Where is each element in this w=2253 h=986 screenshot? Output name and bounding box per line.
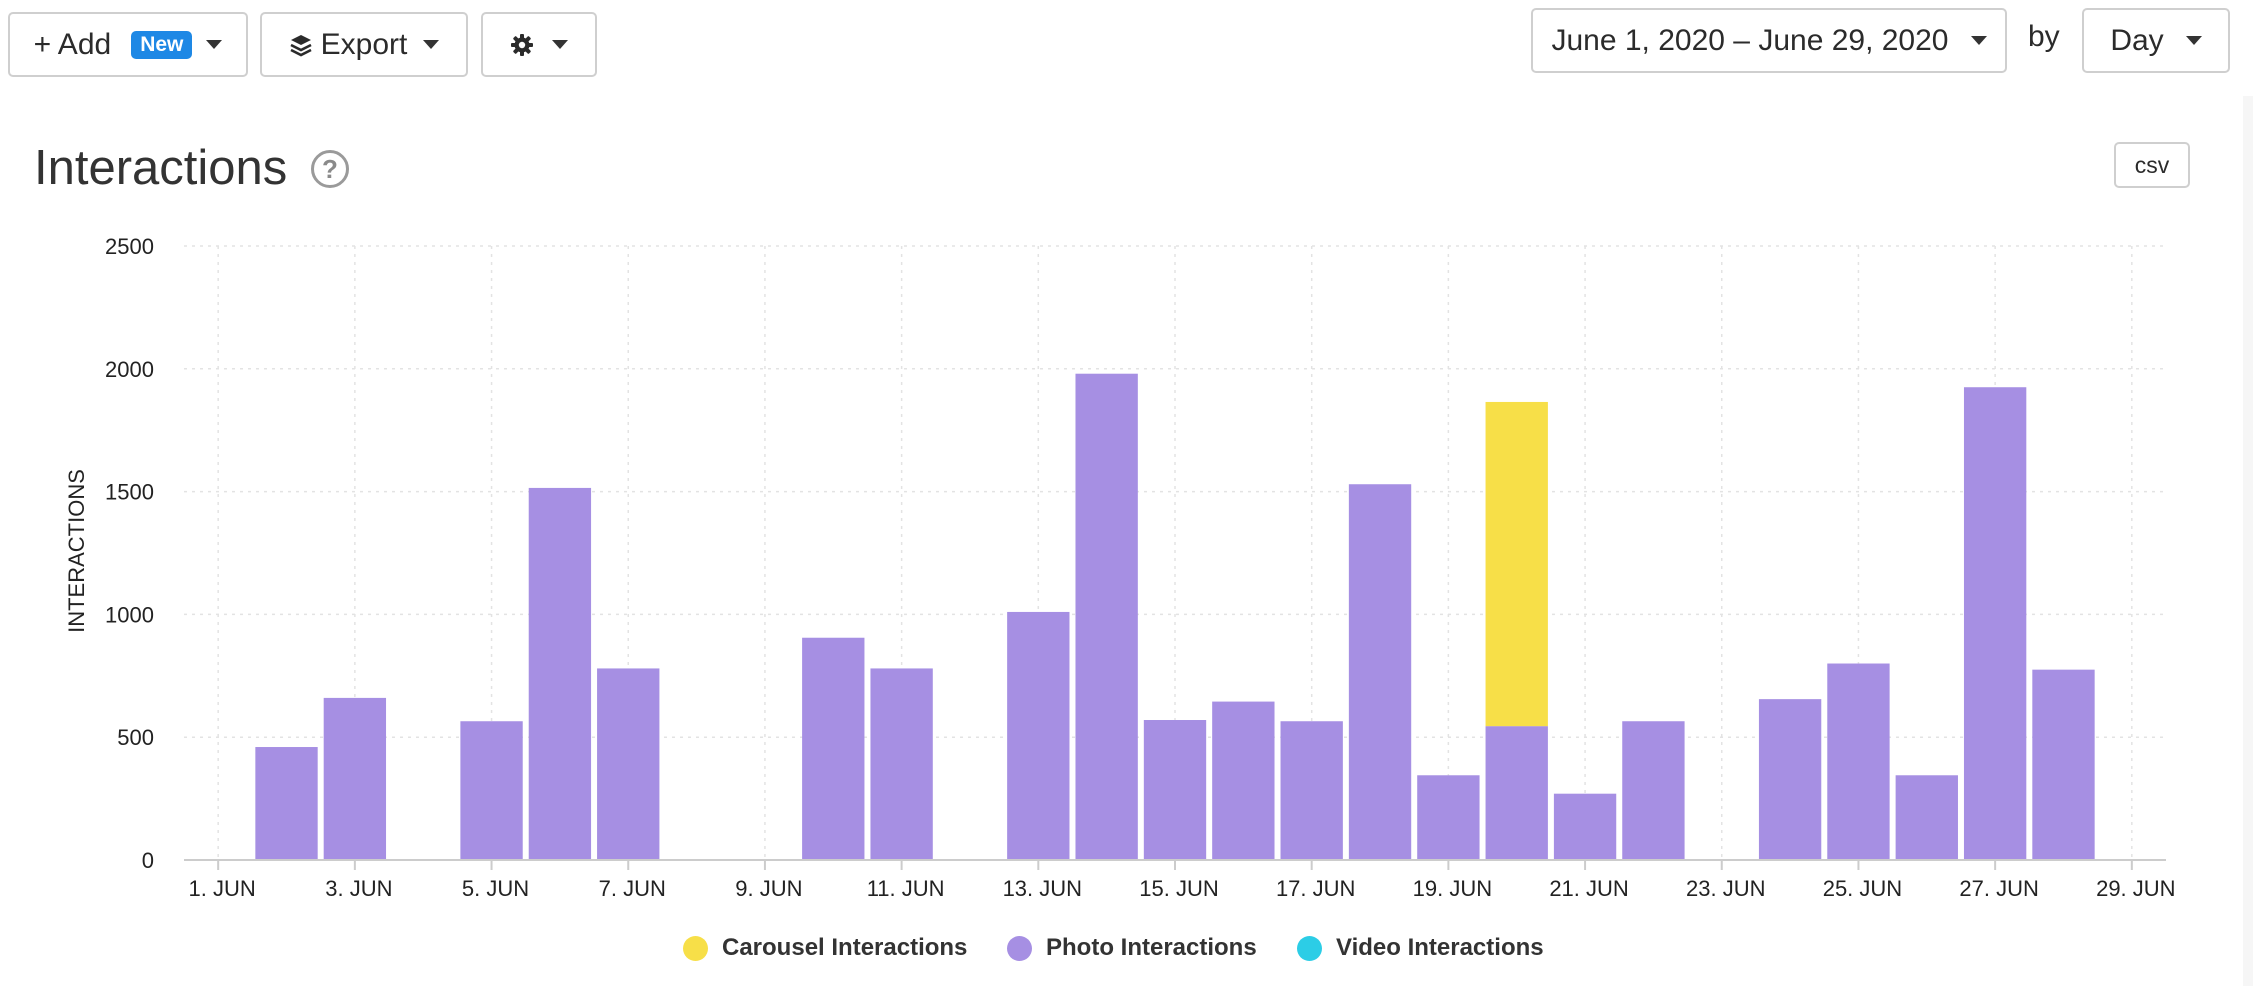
layers-icon — [290, 34, 312, 56]
scrollbar[interactable] — [2243, 96, 2253, 986]
chevron-down-icon — [1970, 36, 1987, 45]
bar-photo-2020-06-11 — [870, 668, 933, 860]
bar-photo-2020-06-20 — [1485, 726, 1548, 860]
bar-photo-2020-06-19 — [1417, 775, 1480, 860]
y-tick-label: 1000 — [105, 602, 154, 627]
x-tick-label: 7. JUN — [599, 876, 666, 901]
bar-photo-2020-06-03 — [323, 697, 387, 860]
bar-photo-2020-06-13 — [1007, 611, 1070, 860]
photo-legend-dot — [1007, 935, 1032, 961]
x-tick-label: 13. JUN — [1003, 876, 1082, 901]
x-tick-label: 17. JUN — [1276, 876, 1355, 901]
x-tick-label: 23. JUN — [1686, 876, 1765, 901]
bar-photo-2020-06-16 — [1212, 701, 1275, 860]
bar-photo-2020-06-07 — [597, 668, 660, 860]
x-tick-label: 19. JUN — [1413, 876, 1492, 901]
bar-carousel-2020-06-20 — [1485, 401, 1548, 727]
y-tick-label: 1500 — [105, 480, 154, 505]
video-legend-dot — [1297, 935, 1322, 961]
bar-photo-2020-06-06 — [528, 487, 592, 860]
legend-item-photo[interactable]: Photo Interactions — [1007, 934, 1257, 962]
granularity-label: Day — [2110, 23, 2164, 57]
y-tick-label: 500 — [117, 725, 154, 750]
bar-photo-2020-06-26 — [1895, 775, 1958, 860]
add-button-label: + Add — [33, 27, 112, 61]
legend-item-video[interactable]: Video Interactions — [1297, 934, 1544, 962]
carousel-legend-dot — [683, 935, 708, 961]
x-tick-label: 29. JUN — [2096, 876, 2175, 901]
help-icon[interactable]: ? — [311, 150, 349, 188]
legend-label-photo: Photo Interactions — [1046, 934, 1257, 961]
x-tick-label: 27. JUN — [1959, 876, 2038, 901]
bar-photo-2020-06-25 — [1827, 663, 1890, 860]
legend-label-video: Video Interactions — [1336, 934, 1544, 961]
new-badge: New — [131, 30, 193, 59]
date-range-picker[interactable]: June 1, 2020 – June 29, 2020 — [1531, 8, 2007, 73]
bar-photo-2020-06-17 — [1280, 721, 1343, 860]
bar-photo-2020-06-21 — [1553, 793, 1617, 860]
gear-icon — [511, 33, 533, 56]
csv-button[interactable]: csv — [2114, 142, 2190, 188]
y-axis-label: INTERACTIONS — [64, 469, 89, 633]
date-range-label: June 1, 2020 – June 29, 2020 — [1551, 23, 1949, 57]
bar-photo-2020-06-14 — [1075, 373, 1138, 860]
bar-photo-2020-06-02 — [255, 747, 318, 860]
bar-photo-2020-06-27 — [1963, 387, 2027, 860]
bar-photo-2020-06-24 — [1758, 699, 1822, 860]
bar-photo-2020-06-05 — [460, 721, 523, 860]
bar-photo-2020-06-10 — [802, 637, 865, 860]
y-tick-label: 2500 — [105, 234, 154, 259]
x-tick-label: 1. JUN — [189, 876, 256, 901]
x-tick-label: 5. JUN — [462, 876, 529, 901]
bar-photo-2020-06-18 — [1348, 484, 1412, 860]
legend-label-carousel: Carousel Interactions — [722, 934, 968, 961]
chevron-down-icon — [2185, 36, 2202, 45]
x-tick-label: 3. JUN — [325, 876, 392, 901]
panel-title: Interactions — [34, 141, 288, 195]
chevron-down-icon — [552, 40, 568, 49]
by-label: by — [2028, 20, 2060, 53]
y-tick-label: 2000 — [105, 357, 154, 382]
export-button[interactable]: Export — [260, 12, 468, 77]
add-button[interactable]: + Add New — [8, 12, 248, 77]
bar-photo-2020-06-28 — [2032, 669, 2095, 860]
bar-photo-2020-06-15 — [1143, 720, 1207, 860]
chevron-down-icon — [423, 40, 440, 49]
x-tick-label: 25. JUN — [1823, 876, 1902, 901]
granularity-select[interactable]: Day — [2082, 8, 2230, 73]
chevron-down-icon — [206, 40, 223, 49]
x-tick-label: 9. JUN — [735, 876, 802, 901]
y-tick-label: 0 — [142, 848, 154, 873]
bar-photo-2020-06-22 — [1622, 721, 1685, 860]
x-tick-label: 11. JUN — [867, 876, 945, 901]
legend-item-carousel[interactable]: Carousel Interactions — [683, 934, 967, 962]
x-tick-label: 15. JUN — [1139, 876, 1218, 901]
export-button-label: Export — [320, 27, 408, 61]
x-tick-label: 21. JUN — [1549, 876, 1628, 901]
settings-button[interactable] — [481, 12, 597, 77]
